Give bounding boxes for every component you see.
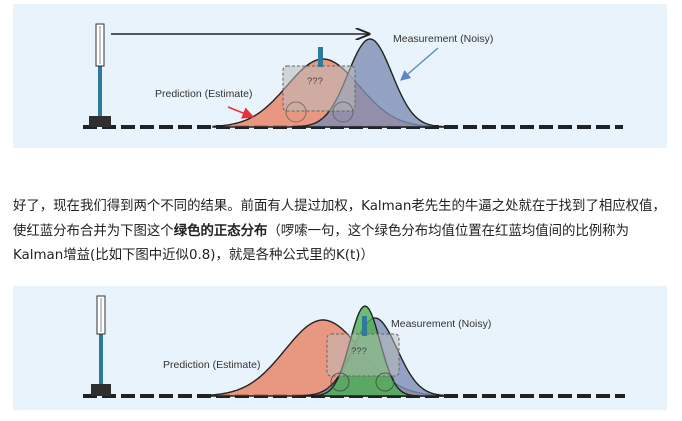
diagram-bottom: ??? Measurement (Noisy) Prediction (Esti… (13, 286, 667, 410)
kalman-diagram-bottom: ??? Measurement (Noisy) Prediction (Esti… (83, 295, 625, 398)
paragraph-text-2: （啰嗦一句，这个绿色分布均值位置在红蓝均值间的比例称为Kalman增益(比如下图… (13, 223, 629, 264)
unknown-label: ??? (307, 76, 323, 87)
paragraph-text-1: 好了，现在我们得到两个不同的结果。前面有人提过加权，Kalman老先生的牛逼之处… (13, 199, 666, 239)
unknown-label: ??? (351, 346, 367, 357)
wheel-icon (285, 101, 307, 123)
vehicle-pole (362, 316, 367, 336)
prediction-arrow (227, 106, 255, 119)
wheel-icon (330, 372, 350, 392)
kalman-diagram-top: ??? Measurement (Noisy) Prediction (Esti… (83, 23, 623, 129)
paragraph-bold: 绿色的正态分布 (173, 223, 268, 239)
vehicle-pole (318, 47, 323, 67)
explanation-paragraph: 好了，现在我们得到两个不同的结果。前面有人提过加权，Kalman老先生的牛逼之处… (13, 195, 667, 269)
unknown-position-box (282, 65, 356, 112)
measurement-arrow (400, 47, 439, 81)
diagram-top: ??? Measurement (Noisy) Prediction (Esti… (13, 4, 667, 148)
station-base (91, 384, 111, 396)
station-base (89, 116, 111, 127)
prediction-label: Prediction (Estimate) (155, 88, 252, 100)
measurement-label: Measurement (Noisy) (391, 318, 491, 330)
measurement-label: Measurement (Noisy) (393, 33, 493, 45)
wheel-icon (332, 101, 354, 123)
wheel-icon (375, 372, 395, 392)
prediction-label: Prediction (Estimate) (163, 359, 260, 371)
measurement-distribution (292, 38, 454, 128)
